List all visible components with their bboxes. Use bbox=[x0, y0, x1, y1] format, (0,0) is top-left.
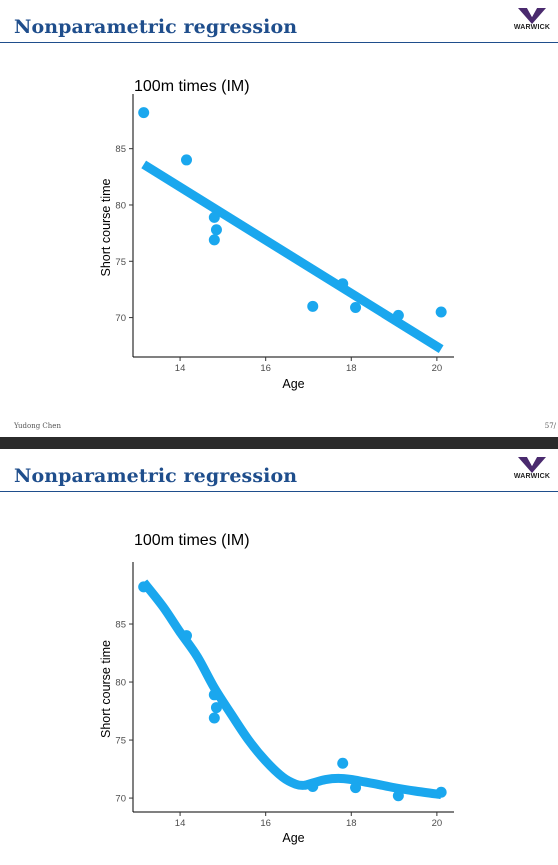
y-tick-label: 70 bbox=[115, 794, 126, 805]
chart-title: 100m times (IM) bbox=[134, 532, 250, 549]
slide-title: Nonparametric regression bbox=[14, 465, 298, 487]
slide-2: Nonparametric regression WARWICK 100m ti… bbox=[0, 449, 558, 865]
logo-wordmark: WARWICK bbox=[513, 24, 551, 31]
warwick-logo: WARWICK bbox=[512, 457, 552, 485]
data-point bbox=[307, 300, 319, 312]
y-tick-label: 70 bbox=[115, 313, 126, 324]
data-point bbox=[350, 301, 362, 313]
scatter-chart-smooth-fit: 100m times (IM) 14 16 18 20 70 75 80 85 Age Short … bbox=[99, 532, 454, 845]
y-tick-label: 85 bbox=[115, 144, 126, 155]
slide-1: Nonparametric regression WARWICK 100m ti… bbox=[0, 0, 558, 437]
data-point bbox=[392, 309, 404, 321]
y-tick-label: 80 bbox=[115, 200, 126, 211]
title-rule bbox=[0, 42, 558, 43]
y-tick-label: 85 bbox=[115, 620, 126, 631]
data-point bbox=[138, 581, 150, 593]
scatter-chart-linear-fit: 100m times (IM) 14 16 18 20 70 75 80 85 Age Short … bbox=[99, 78, 454, 391]
data-point bbox=[208, 234, 220, 246]
data-point bbox=[350, 782, 362, 794]
data-point bbox=[138, 107, 150, 119]
x-tick-label: 20 bbox=[432, 818, 443, 829]
x-tick-label: 16 bbox=[260, 818, 271, 829]
data-point bbox=[208, 211, 220, 223]
title-rule bbox=[0, 491, 558, 492]
y-tick-label: 80 bbox=[115, 678, 126, 689]
x-axis-title: Age bbox=[282, 831, 304, 845]
x-tick-label: 18 bbox=[346, 818, 357, 829]
footer-page-number: 57/ bbox=[544, 422, 556, 430]
data-point bbox=[337, 278, 349, 290]
slide-title: Nonparametric regression bbox=[14, 16, 298, 38]
data-point bbox=[208, 712, 220, 724]
x-tick-label: 18 bbox=[346, 363, 357, 374]
data-point bbox=[435, 786, 447, 798]
data-point bbox=[392, 790, 404, 802]
footer-author: Yudong Chen bbox=[14, 422, 61, 430]
warwick-logo-icon bbox=[518, 8, 546, 24]
x-tick-label: 16 bbox=[260, 363, 271, 374]
warwick-logo: WARWICK bbox=[512, 8, 552, 36]
data-point bbox=[208, 689, 220, 701]
x-tick-label: 14 bbox=[175, 363, 186, 374]
warwick-logo-icon bbox=[518, 457, 546, 473]
x-axis-title: Age bbox=[282, 377, 304, 391]
data-point bbox=[307, 780, 319, 792]
chart-title: 100m times (IM) bbox=[134, 78, 250, 95]
data-point bbox=[210, 702, 222, 714]
data-point bbox=[181, 154, 192, 166]
y-tick-label: 75 bbox=[115, 257, 126, 268]
data-point bbox=[181, 630, 192, 642]
x-tick-label: 14 bbox=[175, 818, 186, 829]
fit-line bbox=[141, 160, 444, 353]
data-point bbox=[210, 224, 222, 236]
data-point bbox=[337, 757, 349, 769]
y-axis-title: Short course time bbox=[99, 178, 113, 276]
data-point bbox=[435, 306, 447, 318]
y-tick-label: 75 bbox=[115, 736, 126, 747]
x-tick-label: 20 bbox=[432, 363, 443, 374]
y-axis-title: Short course time bbox=[99, 640, 113, 738]
logo-wordmark: WARWICK bbox=[513, 473, 551, 480]
fit-line bbox=[140, 579, 442, 800]
